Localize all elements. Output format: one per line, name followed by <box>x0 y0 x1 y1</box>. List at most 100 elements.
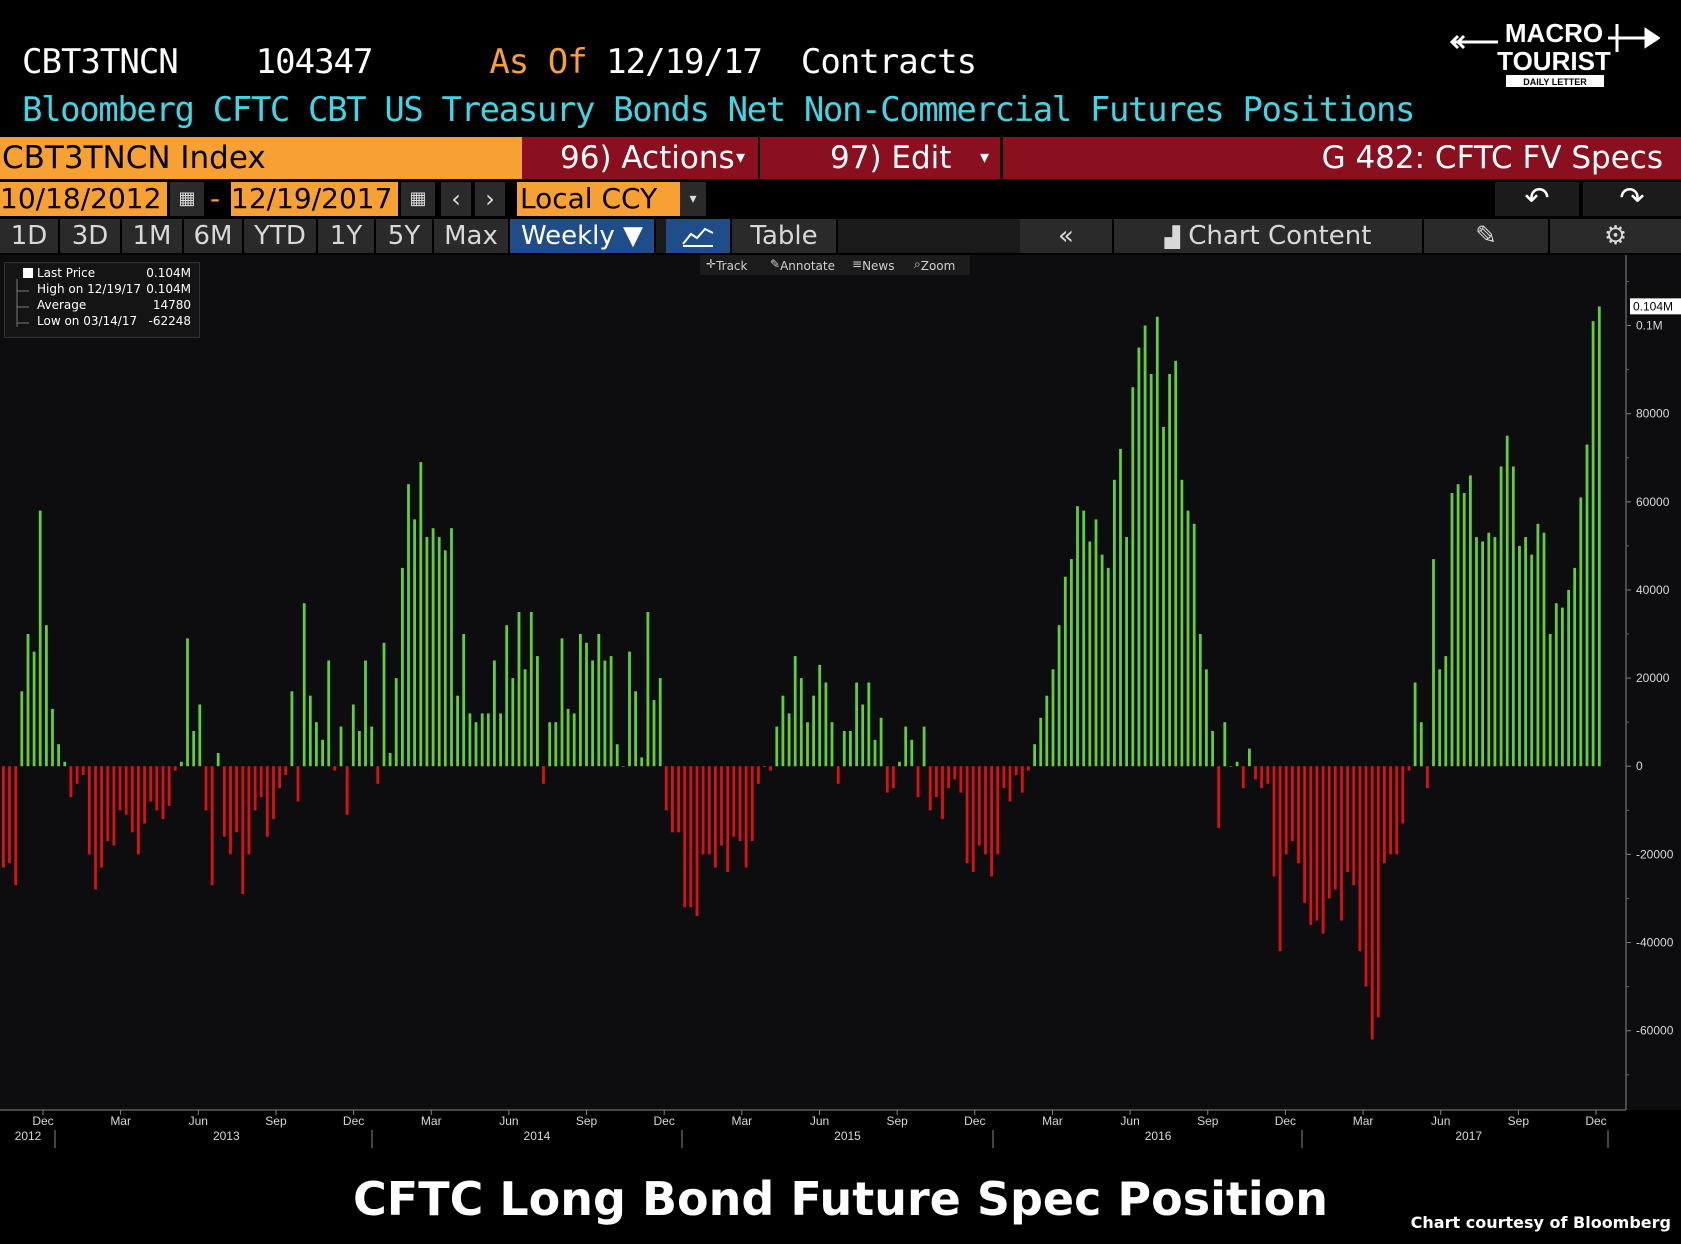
bar <box>51 708 54 767</box>
bar <box>308 695 312 767</box>
frequency-select[interactable]: Weekly ▼ <box>510 219 656 253</box>
bar <box>1469 475 1472 767</box>
prev-period-button[interactable]: ‹ <box>441 182 471 216</box>
annotate-edit-icon[interactable]: ✎ <box>1424 219 1550 253</box>
bar <box>873 739 877 767</box>
bar <box>486 713 490 767</box>
y-tick-label: -60000 <box>1636 1024 1674 1038</box>
function-menu[interactable]: G 482: CFTC FV Specs <box>1003 137 1681 179</box>
bar <box>1063 576 1067 767</box>
bar <box>364 660 367 767</box>
bar <box>965 766 969 864</box>
bar <box>493 660 496 767</box>
bar <box>247 766 251 855</box>
calendar-icon[interactable]: ▦ <box>170 182 204 216</box>
last-value-label: 0.104M <box>1633 299 1673 313</box>
table-tab[interactable]: Table <box>732 219 838 253</box>
bar <box>87 766 91 855</box>
period-5y[interactable]: 5Y <box>376 219 434 253</box>
redo-icon[interactable]: ↷ <box>1583 182 1681 216</box>
start-date-input[interactable]: 10/18/2012 <box>0 182 167 216</box>
bar <box>57 744 60 767</box>
bar <box>1383 766 1386 864</box>
x-tick-label: Sep <box>886 1114 908 1128</box>
period-3d[interactable]: 3D <box>60 219 122 253</box>
collapse-icon[interactable]: « <box>1020 219 1114 253</box>
bar <box>1591 321 1595 767</box>
bar <box>677 766 680 833</box>
security-field[interactable]: CBT3TNCN Index <box>0 137 524 179</box>
undo-icon[interactable]: ↶ <box>1495 182 1579 216</box>
date-separator: - <box>210 182 221 215</box>
bar <box>8 766 11 864</box>
annotate-tool[interactable]: ✎ Annotate <box>770 257 835 273</box>
bar <box>45 625 48 767</box>
chevron-down-icon[interactable]: ▾ <box>680 182 706 216</box>
period-ytd[interactable]: YTD <box>244 219 318 253</box>
legend-swatch <box>23 268 33 278</box>
line-chart-icon[interactable] <box>666 219 732 253</box>
x-tick-label: Sep <box>265 1114 287 1128</box>
x-year-label: 2013 <box>213 1129 240 1143</box>
track-tool[interactable]: ✛ Track <box>706 257 748 273</box>
gear-icon[interactable]: ⚙ <box>1550 219 1681 253</box>
bar <box>333 766 337 771</box>
bar <box>382 642 386 767</box>
next-period-button[interactable]: › <box>475 182 505 216</box>
bar <box>646 612 650 767</box>
bar <box>118 766 122 811</box>
period-1m[interactable]: 1M <box>122 219 184 253</box>
y-tick-label: -20000 <box>1636 847 1674 861</box>
bar <box>198 704 202 767</box>
bar <box>621 766 625 767</box>
period-1y[interactable]: 1Y <box>318 219 376 253</box>
bar <box>879 717 883 767</box>
actions-menu[interactable]: 96) Actions ▾ <box>522 137 758 179</box>
chart-content-button[interactable]: ▟ Chart Content <box>1114 219 1424 253</box>
units-label: Contracts <box>800 42 977 82</box>
edit-label: 97) Edit <box>830 140 952 176</box>
annotate-label: Annotate <box>780 259 835 273</box>
bar <box>1266 766 1270 784</box>
bar <box>536 656 539 767</box>
bar <box>229 766 232 855</box>
bar <box>259 766 263 798</box>
period-6m[interactable]: 6M <box>184 219 244 253</box>
bar <box>1241 766 1245 789</box>
x-tick-label: Sep <box>1197 1114 1219 1128</box>
bar <box>161 766 165 820</box>
calendar-icon[interactable]: ▦ <box>401 182 435 216</box>
bar <box>137 766 140 855</box>
bar <box>1125 537 1128 767</box>
bar <box>658 678 662 767</box>
bar <box>977 766 981 846</box>
bar <box>1364 766 1368 987</box>
bar <box>855 682 858 767</box>
period-max[interactable]: Max <box>434 219 510 253</box>
bar <box>615 744 619 767</box>
bar <box>572 713 576 767</box>
y-tick-label: 0.1M <box>1636 319 1663 333</box>
bar <box>1229 766 1233 767</box>
bar <box>407 484 410 767</box>
bar <box>867 682 871 767</box>
bar <box>38 510 42 767</box>
news-tool[interactable]: ≡ News <box>852 257 895 273</box>
bar <box>1291 766 1294 842</box>
bar-chart-icon: ▟ <box>1164 225 1180 249</box>
period-1d[interactable]: 1D <box>0 219 60 253</box>
y-tick-label: -40000 <box>1636 936 1674 950</box>
bar <box>456 695 459 767</box>
currency-select[interactable]: Local CCY <box>517 182 680 216</box>
bar <box>1217 766 1221 828</box>
end-date-input[interactable]: 12/19/2017 <box>231 182 398 216</box>
edit-menu[interactable]: 97) Edit ▾ <box>760 137 1000 179</box>
bar <box>591 660 594 767</box>
bar <box>1284 766 1288 855</box>
bar <box>253 766 257 811</box>
bar <box>1321 766 1325 934</box>
x-year-label: 2012 <box>15 1129 42 1143</box>
last-value-badge <box>1630 298 1681 315</box>
zoom-tool[interactable]: ⌕ Zoom <box>914 257 956 273</box>
bar <box>959 766 963 793</box>
